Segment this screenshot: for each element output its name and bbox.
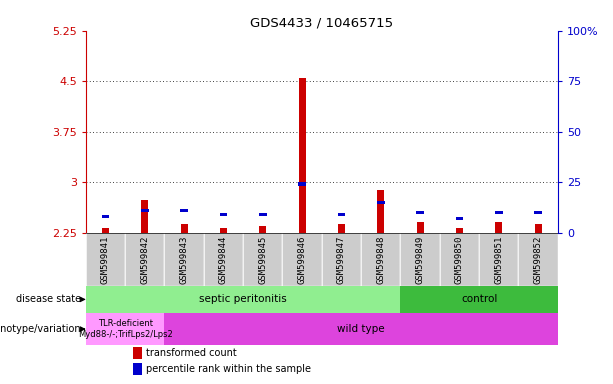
Bar — [141, 200, 148, 233]
Bar — [204, 233, 243, 286]
Bar — [219, 213, 227, 217]
Bar — [164, 233, 204, 286]
Text: genotype/variation: genotype/variation — [0, 324, 81, 334]
Bar — [417, 222, 424, 233]
Bar — [495, 211, 503, 214]
Text: disease state: disease state — [16, 295, 81, 305]
Bar — [479, 233, 519, 286]
Bar — [495, 222, 503, 233]
Bar — [133, 363, 142, 375]
Bar — [416, 211, 424, 214]
Bar — [338, 224, 345, 233]
Bar — [243, 233, 283, 286]
Bar — [102, 228, 109, 233]
Bar — [220, 228, 227, 233]
Text: GSM599845: GSM599845 — [258, 235, 267, 284]
Text: control: control — [461, 295, 497, 305]
Text: transformed count: transformed count — [147, 348, 237, 358]
Text: GSM599852: GSM599852 — [534, 235, 543, 284]
Text: septic peritonitis: septic peritonitis — [199, 295, 287, 305]
Bar — [377, 190, 384, 233]
Text: GSM599844: GSM599844 — [219, 235, 228, 284]
Bar — [322, 233, 361, 286]
Bar — [133, 347, 142, 359]
Text: GSM599849: GSM599849 — [416, 235, 425, 284]
Bar — [259, 213, 267, 217]
Text: GSM599850: GSM599850 — [455, 235, 464, 284]
Bar — [456, 228, 463, 233]
Bar — [86, 233, 125, 286]
Text: GSM599842: GSM599842 — [140, 235, 150, 284]
Bar — [400, 233, 440, 286]
Bar — [180, 209, 188, 212]
Text: GSM599841: GSM599841 — [101, 235, 110, 284]
Bar — [102, 215, 109, 218]
Bar — [338, 213, 345, 217]
Bar — [519, 233, 558, 286]
Text: GSM599846: GSM599846 — [298, 235, 306, 284]
Bar — [164, 313, 558, 346]
Bar — [141, 209, 149, 212]
Bar — [377, 200, 385, 204]
Text: GSM599843: GSM599843 — [180, 235, 189, 284]
Bar — [299, 78, 306, 233]
Text: percentile rank within the sample: percentile rank within the sample — [147, 364, 311, 374]
Bar — [440, 233, 479, 286]
Bar — [259, 226, 267, 233]
Bar — [181, 224, 188, 233]
Bar — [455, 217, 463, 220]
Text: GSM599848: GSM599848 — [376, 235, 386, 284]
Bar — [125, 233, 164, 286]
Bar — [535, 211, 542, 214]
Bar — [283, 233, 322, 286]
Text: wild type: wild type — [337, 324, 385, 334]
Bar — [361, 233, 400, 286]
Bar — [535, 224, 542, 233]
Title: GDS4433 / 10465715: GDS4433 / 10465715 — [250, 17, 394, 30]
Bar — [400, 286, 558, 313]
Bar — [86, 286, 400, 313]
Bar — [299, 182, 306, 186]
Text: TLR-deficient
Myd88-/-;TrifLps2/Lps2: TLR-deficient Myd88-/-;TrifLps2/Lps2 — [78, 319, 172, 339]
Bar — [86, 313, 164, 346]
Text: GSM599851: GSM599851 — [494, 235, 503, 284]
Text: GSM599847: GSM599847 — [337, 235, 346, 284]
